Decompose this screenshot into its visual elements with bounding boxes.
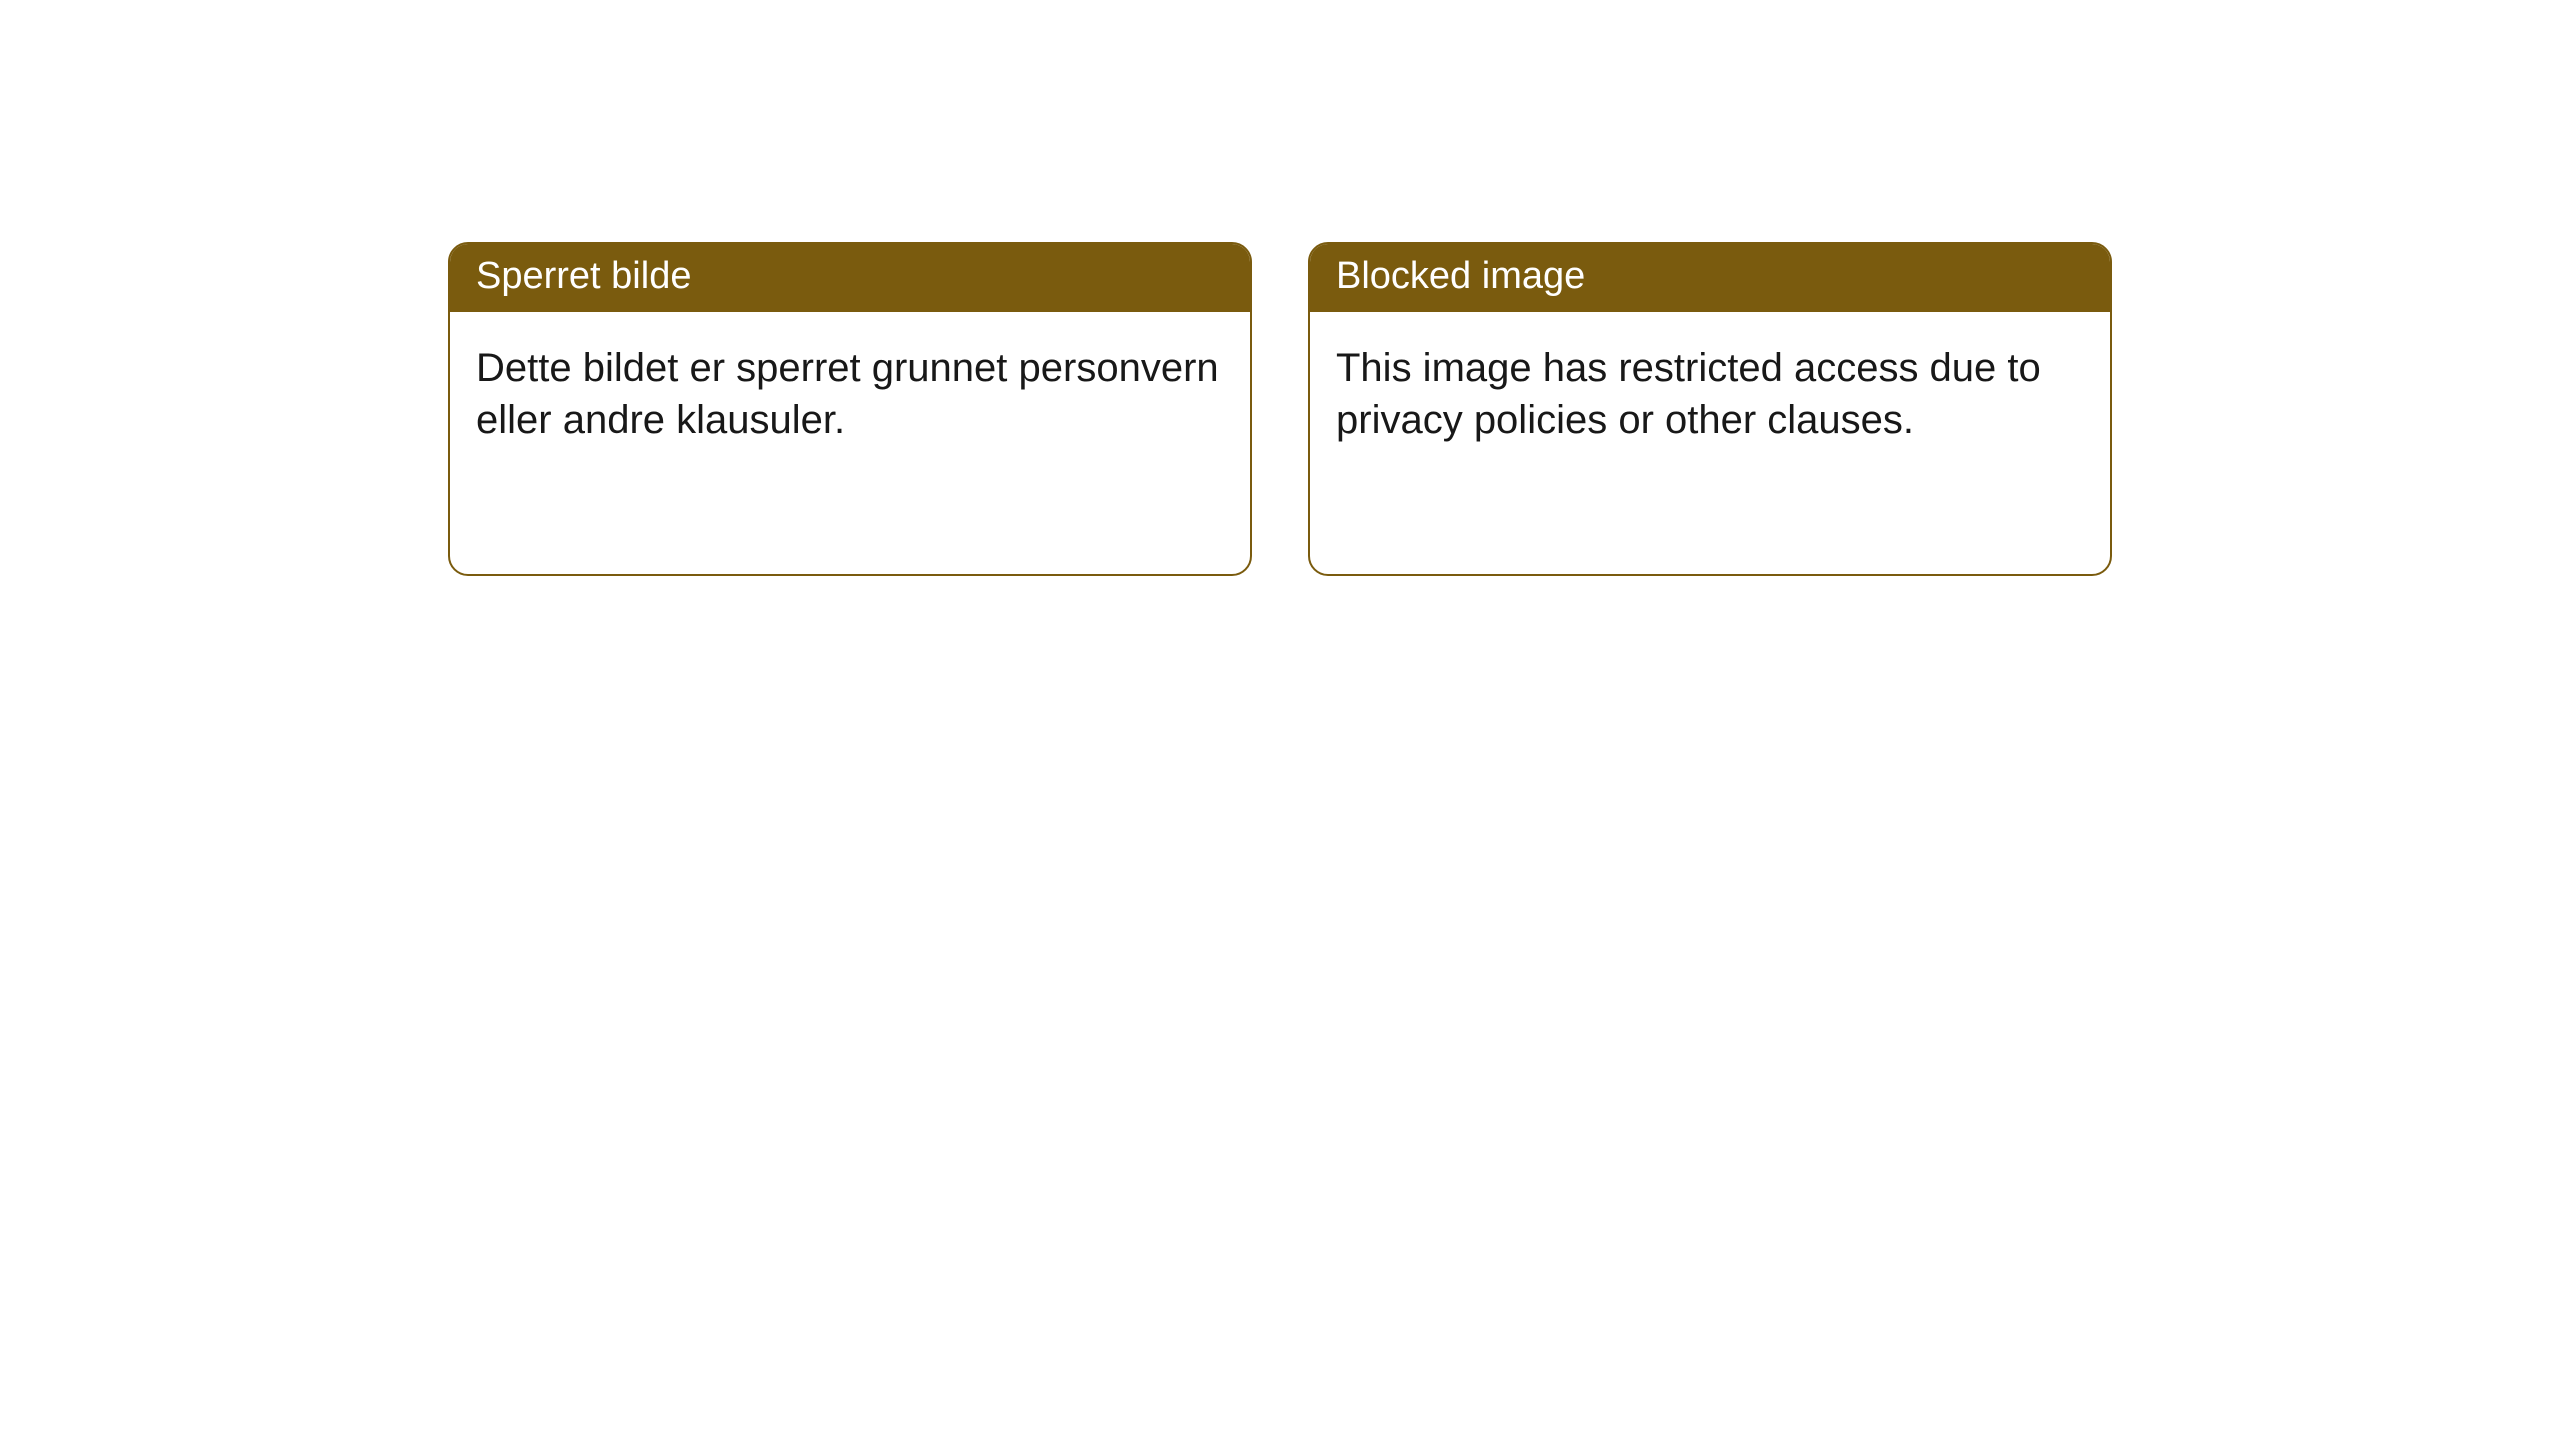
blocked-image-card-en: Blocked image This image has restricted … — [1308, 242, 2112, 576]
blocked-image-card-no: Sperret bilde Dette bildet er sperret gr… — [448, 242, 1252, 576]
card-title-en: Blocked image — [1336, 255, 1585, 297]
card-header-no: Sperret bilde — [450, 244, 1250, 312]
notice-container: Sperret bilde Dette bildet er sperret gr… — [0, 0, 2560, 576]
card-header-en: Blocked image — [1310, 244, 2110, 312]
card-message-en: This image has restricted access due to … — [1336, 346, 2041, 442]
card-title-no: Sperret bilde — [476, 255, 691, 297]
card-body-en: This image has restricted access due to … — [1310, 312, 2110, 476]
card-message-no: Dette bildet er sperret grunnet personve… — [476, 346, 1219, 442]
card-body-no: Dette bildet er sperret grunnet personve… — [450, 312, 1250, 476]
